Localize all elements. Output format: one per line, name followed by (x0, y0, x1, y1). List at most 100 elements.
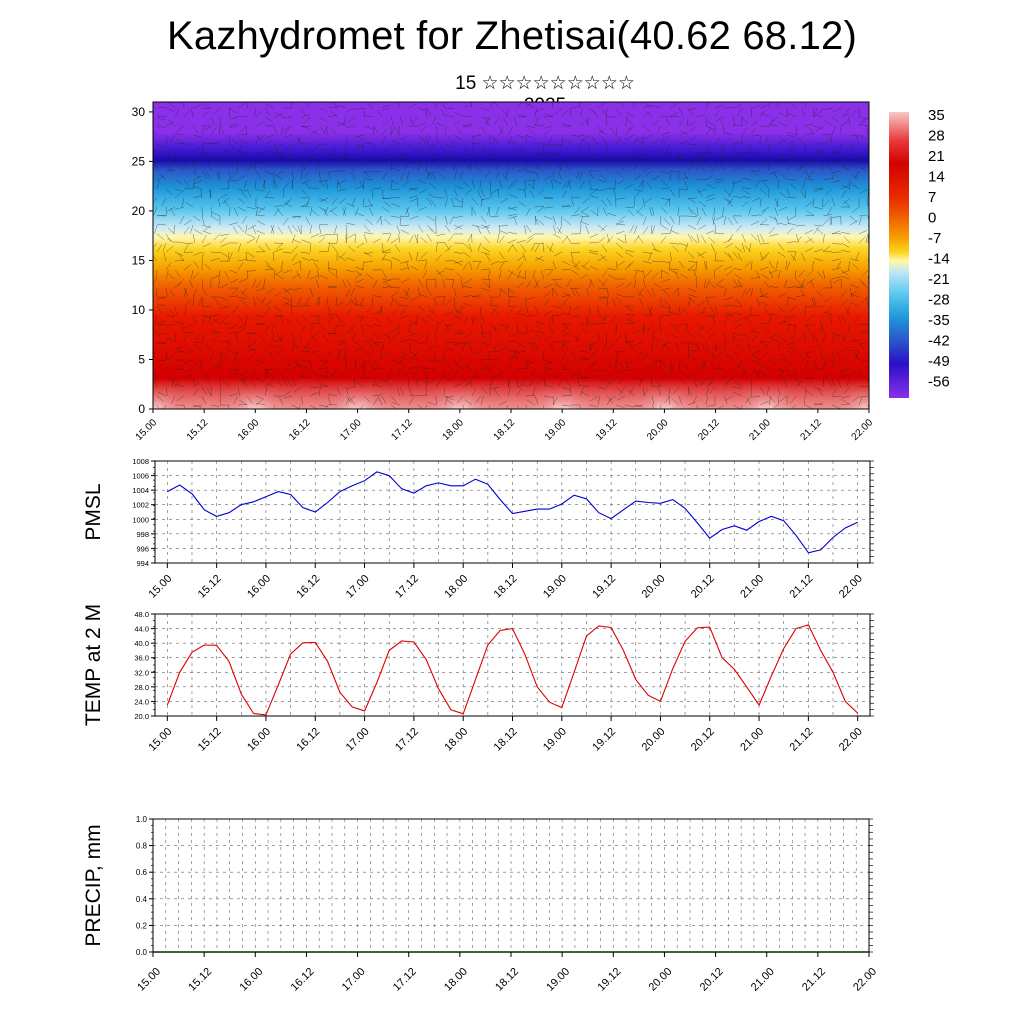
wind-barb (705, 230, 715, 235)
wind-barb (372, 238, 381, 244)
wind-barb (858, 396, 863, 406)
wind-barb (343, 116, 347, 126)
wind-barb (337, 355, 347, 361)
wind-barb (462, 125, 473, 127)
wind-barb (444, 242, 450, 251)
wind-barb (750, 127, 757, 136)
wind-barb (716, 278, 725, 285)
wind-barb (201, 170, 208, 179)
wind-barb (275, 269, 284, 275)
wind-barb (532, 269, 536, 279)
wind-barb (738, 279, 743, 289)
wind-barb (237, 197, 246, 204)
wind-barb (660, 404, 662, 409)
wind-barb (678, 377, 686, 385)
wind-barb (192, 381, 201, 388)
wind-barb (660, 233, 671, 235)
wind-barb (488, 351, 491, 361)
wind-barb (363, 125, 373, 130)
wind-barb (463, 285, 473, 289)
wind-barb (291, 359, 300, 366)
wind-barb (204, 155, 212, 163)
wind-barb (355, 278, 365, 283)
wind-barb (723, 341, 726, 351)
wind-barb (490, 260, 500, 265)
wind-barb (437, 165, 446, 172)
wind-barb (334, 224, 338, 234)
wind-barb (482, 247, 491, 253)
wind-barb (425, 387, 428, 397)
wind-barb (255, 188, 265, 192)
wind-barb (763, 251, 770, 260)
wind-barb (372, 368, 383, 370)
wind-barb (386, 315, 392, 325)
wind-barb (743, 314, 752, 321)
wind-barb (390, 180, 393, 190)
wind-barb (652, 248, 662, 253)
wind-barb (495, 161, 500, 171)
wind-barb (291, 102, 293, 109)
wind-barb (786, 241, 796, 244)
wind-barb (618, 377, 626, 385)
y-tick-label: 48.0 (134, 610, 149, 619)
wind-barb (741, 200, 749, 208)
wind-barb (201, 215, 205, 225)
wind-barb (494, 102, 500, 109)
wind-barb (231, 170, 239, 178)
wind-barb (705, 127, 712, 136)
wind-barb (246, 251, 255, 258)
wind-barb (507, 135, 513, 145)
wind-barb (327, 332, 337, 335)
wind-barb (829, 315, 833, 325)
wind-barb (841, 232, 851, 235)
wind-barb (750, 233, 758, 241)
wind-barb (570, 106, 580, 109)
wind-barb (655, 379, 662, 388)
wind-barb (570, 287, 576, 297)
wind-barb (606, 236, 614, 244)
wind-barb (678, 242, 688, 247)
wind-barb (271, 323, 275, 333)
wind-barb (317, 270, 320, 280)
wind-barb (588, 188, 599, 191)
wind-barb (444, 143, 453, 150)
wind-barb (777, 179, 779, 190)
wind-barb (417, 137, 425, 145)
wind-barb (273, 291, 282, 298)
wind-barb (706, 151, 716, 154)
wind-barb (561, 125, 572, 128)
wind-barb (852, 395, 860, 403)
wind-barb (597, 386, 607, 390)
wind-barb (602, 109, 608, 118)
wind-barb (777, 342, 782, 352)
wind-barb (817, 271, 824, 280)
wind-barb (257, 220, 266, 226)
wind-barb (687, 350, 690, 361)
wind-barb (462, 316, 469, 325)
wind-barb (513, 117, 518, 127)
wind-barb (543, 310, 553, 316)
wind-barb (785, 260, 788, 270)
wind-barb (183, 179, 190, 188)
wind-barb (246, 395, 253, 404)
wind-barb (347, 116, 356, 123)
wind-barb (606, 378, 612, 388)
wind-barb (399, 368, 407, 376)
wind-barb (737, 252, 743, 262)
wind-barb (345, 269, 355, 273)
wind-barb (469, 261, 473, 271)
wind-barb (266, 287, 275, 294)
wind-barb (363, 204, 373, 208)
wind-barb (687, 107, 694, 116)
wind-barb (381, 135, 386, 145)
wind-barb (387, 368, 392, 378)
wind-barb (825, 359, 833, 366)
wind-barb (183, 333, 188, 343)
wind-barb (660, 170, 670, 175)
wind-barb (516, 146, 524, 154)
time-tick-label: 20.12 (696, 417, 722, 443)
wind-barb (228, 134, 231, 144)
wind-barb (804, 404, 814, 409)
wind-barb (372, 378, 377, 388)
wind-barb (266, 265, 275, 271)
